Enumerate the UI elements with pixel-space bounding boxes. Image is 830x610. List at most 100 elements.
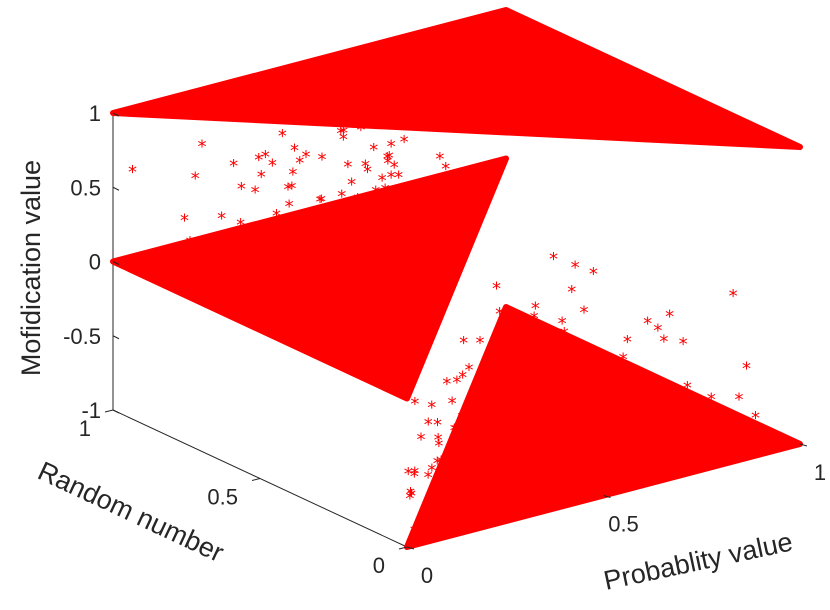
scatter-point-180: * (682, 402, 691, 423)
scatter-point-165: * (589, 264, 598, 285)
scatter-point-189: * (540, 364, 549, 385)
scatter-point-119: * (341, 310, 350, 331)
scatter-point-106: * (351, 84, 360, 105)
scatter-point-42: * (387, 137, 396, 158)
scatter-point-75: * (416, 77, 425, 98)
scatter-point-205: * (518, 312, 527, 333)
scatter-point-149: * (665, 307, 674, 328)
scatter-point-200: * (580, 302, 589, 323)
x-tick-label-2: 1 (814, 460, 826, 485)
scatter-point-153: * (527, 431, 536, 452)
scatter-point-234: * (590, 442, 599, 463)
scatter-point-181: * (457, 409, 466, 430)
scatter-point-74: * (426, 197, 435, 218)
x-tick-1 (603, 495, 611, 498)
scatter-point-65: * (347, 214, 356, 235)
scatter-point-151: * (404, 464, 413, 485)
y-tick-label-1: 0.5 (207, 485, 238, 510)
scatter-point-210: * (683, 378, 692, 399)
scatter-point-113: * (354, 284, 363, 305)
scatter-point-50: * (268, 156, 277, 177)
scatter-point-207: * (566, 383, 575, 404)
scatter-point-98: * (352, 234, 361, 255)
scatter-point-249: * (465, 360, 474, 381)
scatter-point-257: * (516, 394, 525, 415)
scatter-point-31: * (480, 100, 489, 121)
scatter-point-71: * (347, 175, 356, 196)
sheet-middle (110, 155, 509, 402)
scatter-point-123: * (413, 282, 422, 303)
scatter-point-60: * (401, 259, 410, 280)
ticks: -1 -0.5 0 0.5 1 0 0.5 1 0 0.5 1 (63, 101, 826, 588)
scatter-point-4: * (229, 156, 238, 177)
scatter-point-152: * (699, 416, 708, 437)
scatter-point-233: * (407, 486, 416, 507)
scatter-point-116: * (324, 205, 333, 226)
scatter-point-252: * (505, 327, 514, 348)
scatter-point-67: * (360, 234, 369, 255)
scatter-point-145: * (468, 404, 477, 425)
scatter-point-8: * (361, 199, 370, 220)
scatter-point-191: * (433, 454, 442, 475)
sheet-top (110, 7, 803, 150)
scatter-point-79: * (191, 168, 200, 189)
scatter-point-18: * (350, 230, 359, 251)
scatter-point-183: * (581, 350, 590, 371)
scatter-point-251: * (492, 279, 501, 300)
scatter-point-104: * (317, 150, 326, 171)
scatter-point-102: * (394, 167, 403, 188)
scatter-point-125: * (383, 153, 392, 174)
scatter-point-73: * (317, 191, 326, 212)
scatter-point-158: * (592, 400, 601, 421)
scatter-point-228: * (489, 512, 498, 533)
scatter-point-52: * (302, 230, 311, 251)
scatter-point-250: * (498, 323, 507, 344)
scatter-point-69: * (354, 114, 363, 135)
scatter-point-155: * (486, 410, 495, 431)
z-tick-label-3: 0.5 (70, 175, 101, 200)
x-tick-label-1: 0.5 (608, 512, 639, 537)
z-tick-4 (112, 112, 120, 117)
scatter-point-188: * (634, 368, 643, 389)
scatter-point-54: * (373, 243, 382, 264)
scatter-point-15: * (387, 167, 396, 188)
scatter-point-86: * (427, 78, 436, 99)
scatter-point-206: * (582, 471, 591, 492)
scatter-point-176: * (679, 334, 688, 355)
scatter-point-187: * (448, 394, 457, 415)
scatter-point-47: * (328, 248, 337, 269)
scatter-point-36: * (416, 253, 425, 274)
scatter-point-87: * (350, 315, 359, 336)
scatter-point-25: * (337, 186, 346, 207)
scatter-point-243: * (486, 461, 495, 482)
scatter-point-108: * (364, 71, 373, 92)
scatter-point-44: * (237, 179, 246, 200)
x-axis-label: Probablity value (601, 527, 795, 596)
x-tick-2 (799, 443, 808, 447)
z-tick-3 (112, 186, 120, 191)
scatter-point-49: * (339, 123, 348, 144)
scatter-point-154: * (460, 480, 469, 501)
scatter-point-133: * (549, 249, 558, 270)
scatter-point-222: * (653, 321, 662, 342)
scatter-point-118: * (421, 180, 430, 201)
z-tick-1 (112, 335, 120, 340)
scatter-point-80: * (411, 201, 420, 222)
scatter-point-63: * (275, 227, 284, 248)
scatter-point-21: * (402, 315, 411, 336)
scatter-point-115: * (418, 47, 427, 68)
scatter-point-9: * (290, 140, 299, 161)
y-tick-2 (104, 409, 114, 413)
scatter-point-85: * (390, 183, 399, 204)
scatter-point-194: * (405, 488, 414, 509)
scatter-point-55: * (390, 158, 399, 179)
scatter-point-0: * (288, 165, 297, 186)
scatter-point-109: * (405, 277, 414, 298)
scatter-point-122: * (382, 331, 391, 352)
scatter-point-130: * (490, 433, 499, 454)
scatter-point-199: * (427, 495, 436, 516)
scatter-point-19: * (285, 196, 294, 217)
scatter-point-225: * (476, 391, 485, 412)
scatter-point-137: * (564, 374, 573, 395)
